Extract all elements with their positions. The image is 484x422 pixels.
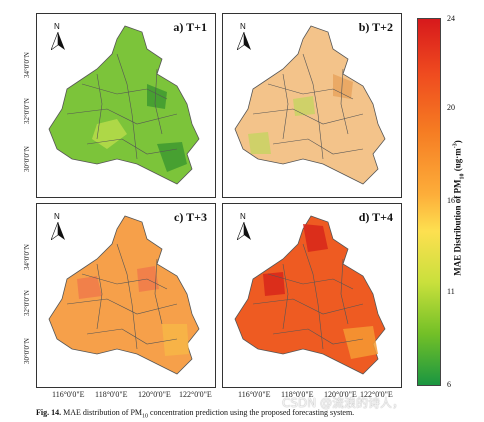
region-blob-2 — [263, 272, 285, 296]
region-blob-3 — [343, 326, 378, 359]
x-tick-label: 122°0'0"E — [360, 390, 393, 399]
region-map — [234, 25, 386, 185]
colorbar-tick: 20 — [447, 103, 455, 112]
watermark: CSDN @流浪的诗人， — [282, 396, 405, 410]
county-boundaries — [252, 243, 364, 350]
caption-text-a: MAE distribution of PM — [61, 408, 143, 417]
y-tick-label: 30°0'0"N — [23, 146, 31, 172]
y-tick-label: 34°0'0"N — [23, 52, 31, 78]
caption-text-b: concentration prediction using the propo… — [148, 408, 355, 417]
x-tick-label: 118°0'0"E — [95, 390, 128, 399]
region-blob-2 — [137, 266, 159, 292]
north-arrow: N — [237, 212, 251, 242]
north-label: N — [240, 212, 246, 221]
colorbar-title-end: ) — [452, 140, 463, 144]
y-tick-label: 32°0'0"N — [23, 98, 31, 124]
colorbar-tick: 16 — [447, 196, 455, 205]
colorbar-title-suffix: (ug·m — [452, 148, 463, 174]
region-blob-2 — [293, 96, 315, 116]
colorbar-title-sup: -3 — [452, 143, 459, 149]
panel-label: c) T+3 — [174, 210, 207, 224]
x-tick-label: 116°0'0"E — [52, 390, 85, 399]
map-panel-c: N c) T+3 — [36, 203, 216, 388]
figure-caption: Fig. 14. MAE distribution of PM10 concen… — [36, 408, 354, 420]
y-tick-label: 30°0'0"N — [23, 338, 31, 364]
caption-sub: 10 — [142, 413, 149, 420]
x-tick-label: 116°0'0"E — [238, 390, 271, 399]
x-tick-label: 120°0'0"E — [324, 390, 357, 399]
region-blob-1 — [77, 276, 102, 299]
colorbar-title-prefix: MAE Distribution of PM — [452, 179, 463, 276]
county-boundaries — [252, 53, 364, 160]
x-tick-label: 118°0'0"E — [281, 390, 314, 399]
y-tick-label: 32°0'0"N — [23, 290, 31, 316]
region-blob-1 — [248, 132, 271, 154]
x-tick-label: 122°0'0"E — [179, 390, 212, 399]
region-blob-1 — [303, 224, 328, 252]
colorbar-title: MAE Distribution of PM10 (ug·m-3) — [453, 140, 466, 276]
region-shape — [48, 215, 200, 375]
north-arrow: N — [237, 22, 251, 52]
region-blob-2 — [147, 84, 167, 109]
county-boundaries — [66, 53, 178, 160]
north-arrow: N — [51, 212, 65, 242]
map-panel-a: N a) T+1 — [36, 13, 216, 198]
north-label: N — [54, 212, 60, 221]
region-blob-1 — [92, 119, 127, 149]
county-boundaries — [66, 243, 178, 350]
map-panel-b: N b) T+2 — [222, 13, 402, 198]
region-blob-3 — [162, 324, 189, 356]
x-tick-label: 120°0'0"E — [138, 390, 171, 399]
region-blob-3 — [333, 74, 353, 99]
colorbar-tick: 6 — [447, 380, 451, 389]
panel-label: a) T+1 — [173, 20, 207, 34]
caption-prefix: Fig. 14. — [36, 408, 62, 417]
y-tick-label: 34°0'0"N — [23, 244, 31, 270]
map-panel-d: N d) T+4 — [222, 203, 402, 388]
region-map — [234, 215, 386, 375]
region-blob-3 — [157, 142, 187, 172]
north-arrow: N — [51, 22, 65, 52]
colorbar-tick: 11 — [447, 287, 455, 296]
region-map — [48, 25, 200, 185]
north-label: N — [240, 22, 246, 31]
panel-label: d) T+4 — [358, 210, 393, 224]
colorbar-title-sub: 10 — [459, 173, 466, 180]
colorbar — [417, 18, 441, 386]
panel-label: b) T+2 — [358, 20, 393, 34]
north-label: N — [54, 22, 60, 31]
region-map — [48, 215, 200, 375]
colorbar-tick: 24 — [447, 14, 455, 23]
